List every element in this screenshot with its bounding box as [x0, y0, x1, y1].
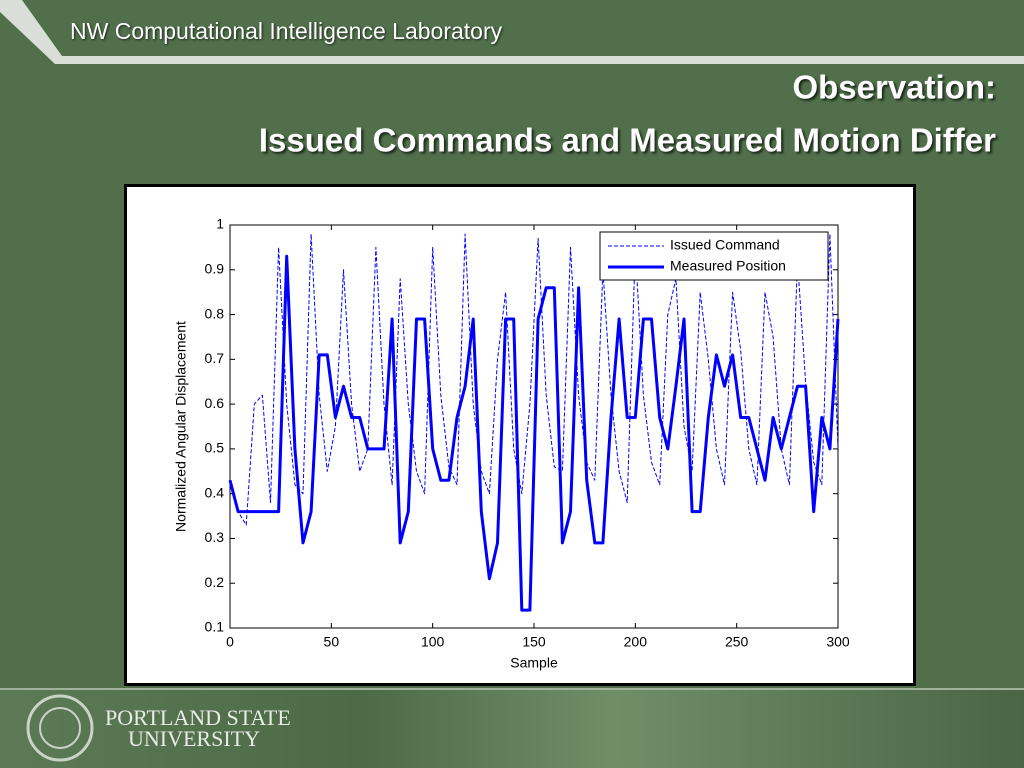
x-tick-label: 300 — [826, 634, 850, 650]
university-name: UNIVERSITY — [128, 726, 260, 751]
y-tick-label: 0.1 — [205, 619, 225, 635]
lab-name: NW Computational Intelligence Laboratory — [70, 18, 503, 44]
y-tick-label: 0.3 — [205, 529, 225, 545]
legend-box — [599, 231, 829, 281]
y-tick-label: 0.8 — [205, 305, 225, 321]
y-tick-label: 0.4 — [205, 484, 225, 500]
series-line — [228, 254, 840, 612]
footer-band — [0, 688, 1024, 768]
legend-label: Issued Command — [670, 237, 780, 253]
slide-title: Issued Commands and Measured Motion Diff… — [259, 122, 996, 159]
x-tick-label: 150 — [522, 634, 546, 650]
y-tick-label: 0.9 — [205, 260, 225, 276]
chart: 0.1 0.2 0.3 0.4 0.5 0.6 0.7 0.8 0.9 1 0 50 100 150 200… — [173, 216, 850, 671]
x-axis-label: Sample — [510, 655, 558, 671]
x-tick-label: 100 — [421, 634, 445, 650]
legend-label: Measured Position — [670, 258, 786, 274]
university-name: PORTLAND STATE — [105, 705, 291, 730]
seal — [26, 694, 94, 762]
slide-title: Observation: — [792, 69, 996, 106]
header-bar — [0, 0, 1024, 64]
series-line — [229, 233, 839, 526]
y-tick-label: 0.5 — [205, 440, 225, 456]
x-tick-label: 50 — [324, 634, 340, 650]
y-tick-label: 0.2 — [205, 574, 225, 590]
x-tick-label: 200 — [624, 634, 648, 650]
seal — [39, 707, 81, 749]
y-tick-label: 0.7 — [205, 350, 225, 366]
y-axis-label: Normalized Angular Displacement — [173, 321, 189, 532]
x-tick-label: 0 — [226, 634, 234, 650]
x-tick-label: 250 — [725, 634, 749, 650]
y-tick-label: 0.6 — [205, 395, 225, 411]
y-tick-label: 1 — [216, 216, 224, 232]
